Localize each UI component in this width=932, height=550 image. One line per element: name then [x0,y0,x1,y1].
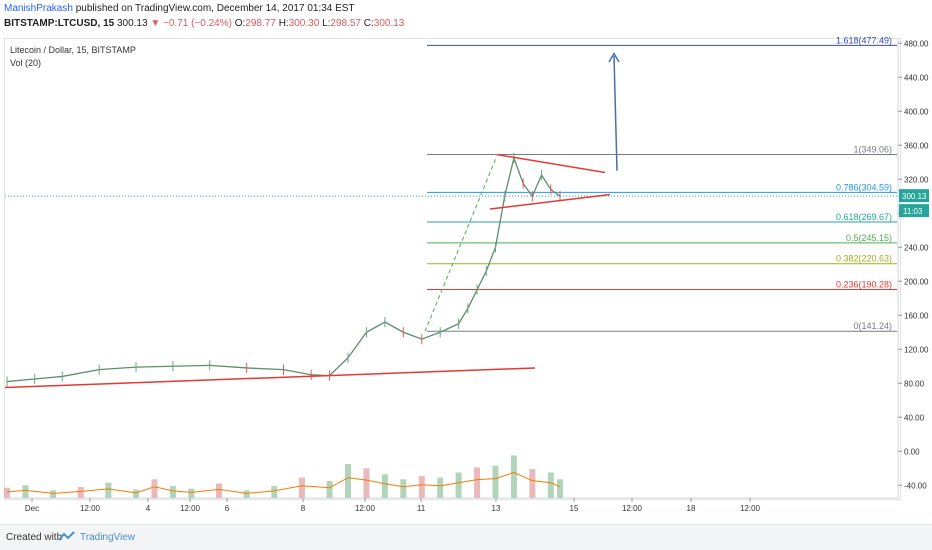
last-price-tag [899,189,929,203]
fib-level-label: 0.382(220.63) [836,254,892,264]
y-tick-label: 480.00 [904,39,929,48]
fib-level-label: 0.618(269.67) [836,212,892,222]
created-with-label: Created with [6,532,63,543]
author-link[interactable]: ManishPrakash [4,3,73,14]
volume-bar [547,472,554,498]
y-tick-label: 200.00 [904,277,929,286]
volume-bar [4,487,10,498]
volume-bar [271,486,278,498]
chart-legend: Litecoin / Dollar, 15, BITSTAMP Vol (20) [10,44,136,70]
y-tick-label: 80.00 [904,379,925,388]
close-value: 300.13 [373,18,405,29]
volume-bar [345,464,352,498]
x-tick-label: 6 [225,504,230,513]
price-line [6,155,561,383]
low-label: L: [322,18,331,29]
high-value: 300.30 [288,18,320,29]
volume-bar [151,479,158,498]
volume-bar [133,489,140,498]
ohlc-line: BITSTAMP:LTCUSD, 15 300.13 ▼ −0.71 (−0.2… [4,18,404,29]
x-tick-label: 12:00 [740,504,761,513]
volume-bar [215,483,222,498]
open-label: O: [234,18,246,29]
volume-bar [437,477,444,498]
last-price: 300.13 [116,18,148,29]
target-arrow-head [608,51,620,63]
projection-dashed-line [424,157,497,332]
legend-volume: Vol (20) [10,58,42,68]
price-change: −0.71 (−0.24%) [163,18,232,29]
symbol-label: BITSTAMP:LTCUSD, 15 [4,18,115,29]
x-tick-label: 12:00 [180,504,201,513]
volume-bar [510,455,517,498]
x-tick-label: 13 [492,504,501,513]
y-tick-label: -40.00 [904,481,927,490]
volume-bar [400,479,407,498]
volume-bar [22,485,29,498]
volume-bar [474,467,481,498]
volume-bar [363,468,370,498]
x-tick-label: 12:00 [80,504,101,513]
y-tick-label: 40.00 [904,413,925,422]
footer-bar: Created with TradingView [0,524,932,550]
x-tick-label: 4 [146,504,151,513]
countdown-tag-label: 11:03 [903,207,923,216]
upper-wedge-line [496,153,606,174]
target-arrow-shaft [613,55,618,171]
volume-bar [492,465,499,498]
open-value: 298.77 [245,18,276,29]
y-tick-label: 160.00 [904,311,929,320]
volume-bar [77,486,84,498]
low-value: 298.57 [330,18,361,29]
x-tick-label: 8 [301,504,306,513]
x-tick-label: Dec [25,504,39,513]
fib-level-label: 0(141.24) [853,321,892,331]
publish-line: ManishPrakash published on TradingView.c… [4,3,355,14]
x-tick-label: 18 [687,504,696,513]
fib-level-label: 0.236(190.28) [836,280,892,290]
x-tick-label: 12:00 [355,504,376,513]
fib-level-label: 0.5(245.15) [846,233,892,243]
volume-bar [298,477,305,498]
chart-frame [4,38,901,500]
volume-bar [326,481,333,498]
x-tick-label: 11 [417,504,426,513]
volume-bar [529,469,536,498]
tradingview-brand[interactable]: TradingView [80,532,136,543]
tradingview-logo-icon [58,531,75,541]
volume-bar [169,486,176,498]
countdown-tag [899,204,929,218]
volume-bar [243,490,250,498]
volume-ma-line [6,471,561,494]
volume-bar [381,474,388,498]
volume-bar [455,472,462,498]
x-tick-label: 15 [570,504,579,513]
x-tick-label: 12:00 [622,504,643,513]
volume-bar [188,488,195,498]
fib-level-label: 0.786(304.59) [836,182,892,192]
long-trendline [4,367,536,389]
y-tick-label: 0.00 [904,447,920,456]
last-price-tag-label: 300.13 [902,192,927,201]
y-tick-label: 440.00 [904,73,929,82]
fib-level-label: 1.618(477.49) [836,35,892,45]
legend-title: Litecoin / Dollar, 15, BITSTAMP [10,45,136,55]
down-triangle-icon: ▼ [150,18,161,29]
y-tick-label: 240.00 [904,243,929,252]
volume-bar [557,479,563,498]
volume-bar [418,475,425,498]
fib-level-label: 1(349.06) [853,145,892,155]
y-tick-label: 320.00 [904,175,929,184]
lower-wedge-line [489,193,611,210]
y-tick-label: 400.00 [904,107,929,116]
y-tick-label: 120.00 [904,345,929,354]
volume-bar [50,490,57,498]
publish-info: published on TradingView.com, December 1… [75,3,355,14]
high-label: H: [278,18,289,29]
close-label: C: [363,18,374,29]
y-tick-label: 360.00 [904,141,929,150]
volume-bar [105,482,112,498]
chart-svg: 480.00440.00400.00360.00320.00280.00240.… [4,35,929,513]
